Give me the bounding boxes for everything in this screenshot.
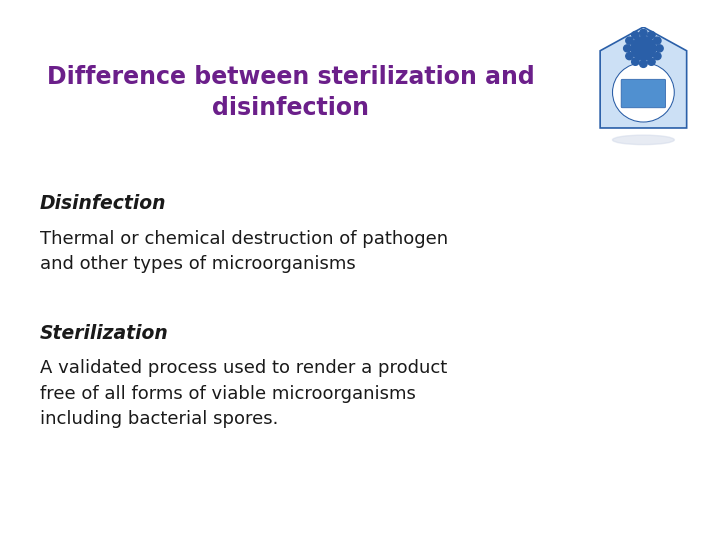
Text: Sterilization: Sterilization xyxy=(40,324,169,343)
Circle shape xyxy=(640,60,647,68)
Circle shape xyxy=(648,58,655,65)
Circle shape xyxy=(624,45,631,52)
Circle shape xyxy=(632,58,639,65)
Circle shape xyxy=(626,37,633,44)
Circle shape xyxy=(631,37,656,60)
Ellipse shape xyxy=(612,135,675,145)
Circle shape xyxy=(654,52,661,60)
Text: Thermal or chemical destruction of pathogen
and other types of microorganisms: Thermal or chemical destruction of patho… xyxy=(40,230,448,273)
Circle shape xyxy=(654,37,661,44)
Circle shape xyxy=(626,52,633,60)
FancyBboxPatch shape xyxy=(621,79,666,108)
Circle shape xyxy=(640,29,647,37)
Circle shape xyxy=(648,31,655,38)
Text: A validated process used to render a product
free of all forms of viable microor: A validated process used to render a pro… xyxy=(40,359,447,429)
Text: Disinfection: Disinfection xyxy=(40,194,166,213)
Text: Difference between sterilization and
disinfection: Difference between sterilization and dis… xyxy=(47,65,534,120)
Polygon shape xyxy=(601,27,687,128)
Circle shape xyxy=(632,31,639,38)
Circle shape xyxy=(656,45,663,52)
Circle shape xyxy=(612,63,675,122)
